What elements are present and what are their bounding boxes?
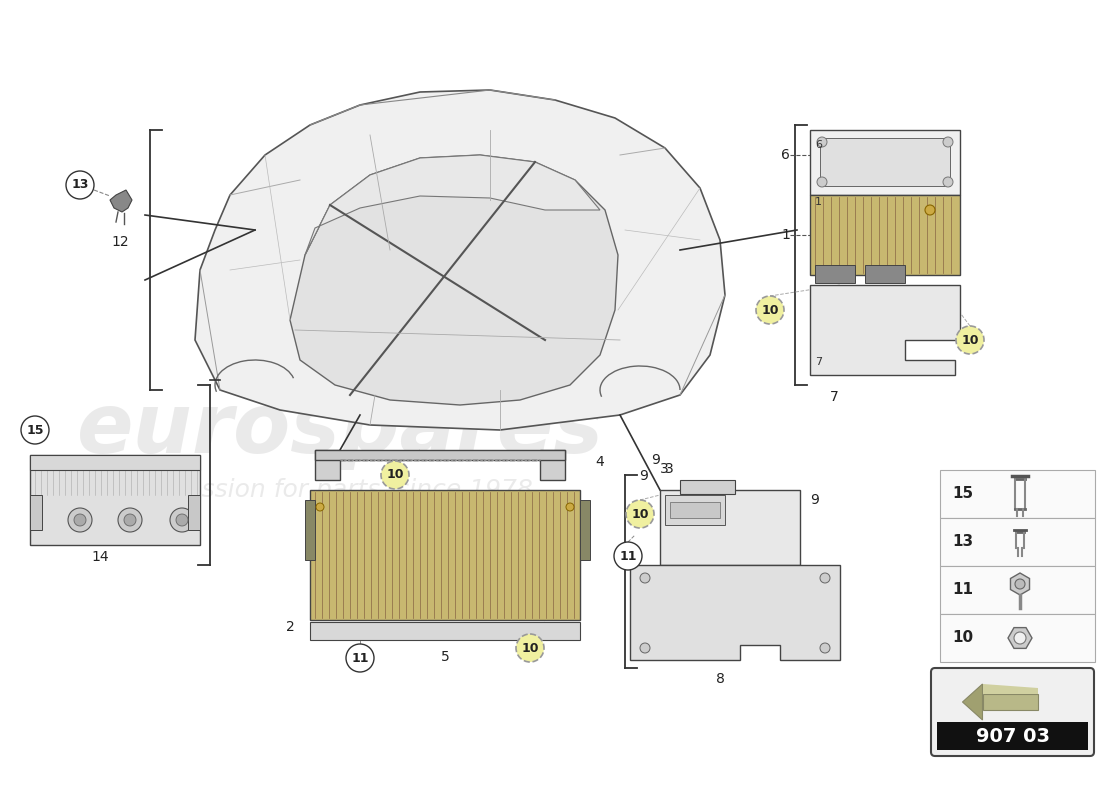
- Circle shape: [943, 177, 953, 187]
- Text: 9: 9: [651, 453, 660, 467]
- Bar: [940, 566, 1094, 614]
- Polygon shape: [1008, 628, 1032, 648]
- Circle shape: [626, 500, 654, 528]
- Polygon shape: [982, 694, 1037, 710]
- Text: 15: 15: [26, 423, 44, 437]
- Text: 11: 11: [351, 651, 369, 665]
- Circle shape: [346, 644, 374, 672]
- Text: 10: 10: [761, 303, 779, 317]
- Bar: [940, 470, 1094, 518]
- Circle shape: [817, 137, 827, 147]
- Polygon shape: [1011, 573, 1030, 595]
- Text: 13: 13: [72, 178, 89, 191]
- Bar: [666, 495, 725, 525]
- Polygon shape: [315, 450, 565, 460]
- Text: 6: 6: [815, 140, 822, 150]
- Bar: [310, 622, 580, 640]
- Bar: [660, 490, 800, 565]
- Text: 9: 9: [639, 469, 648, 483]
- Text: a passion for parts, since 1978: a passion for parts, since 1978: [147, 478, 532, 502]
- Circle shape: [118, 508, 142, 532]
- Text: 10: 10: [386, 469, 404, 482]
- Polygon shape: [540, 450, 565, 480]
- Circle shape: [74, 514, 86, 526]
- FancyBboxPatch shape: [931, 668, 1094, 756]
- Text: 9: 9: [810, 493, 818, 507]
- Circle shape: [925, 205, 935, 215]
- Text: 14: 14: [91, 550, 109, 564]
- Bar: [580, 500, 590, 560]
- Circle shape: [124, 514, 136, 526]
- Text: 3: 3: [666, 462, 673, 476]
- Polygon shape: [195, 90, 725, 430]
- Text: 15: 15: [952, 486, 974, 502]
- Circle shape: [566, 503, 574, 511]
- Bar: [865, 265, 905, 283]
- Text: 10: 10: [521, 642, 539, 654]
- Circle shape: [820, 643, 830, 653]
- Text: 10: 10: [952, 630, 974, 646]
- Circle shape: [1015, 579, 1025, 589]
- Text: 10: 10: [631, 507, 649, 521]
- Text: 2: 2: [286, 620, 295, 634]
- Bar: [670, 502, 720, 518]
- Bar: [810, 130, 960, 195]
- Circle shape: [614, 542, 642, 570]
- Text: 3: 3: [660, 462, 669, 476]
- Bar: [815, 265, 855, 283]
- Bar: [305, 500, 315, 560]
- Text: 1: 1: [781, 228, 790, 242]
- Text: 5: 5: [441, 650, 450, 664]
- Circle shape: [516, 634, 544, 662]
- Circle shape: [820, 573, 830, 583]
- Polygon shape: [110, 190, 132, 212]
- Circle shape: [66, 171, 94, 199]
- Bar: [30, 455, 200, 470]
- Circle shape: [956, 326, 984, 354]
- Bar: [937, 722, 1088, 750]
- Circle shape: [170, 508, 194, 532]
- Text: 10: 10: [961, 334, 979, 346]
- Polygon shape: [982, 684, 1037, 694]
- Bar: [940, 518, 1094, 566]
- Text: 12: 12: [111, 235, 129, 249]
- Polygon shape: [290, 155, 618, 405]
- Text: 11: 11: [619, 550, 637, 562]
- Polygon shape: [630, 565, 840, 660]
- Circle shape: [640, 573, 650, 583]
- Bar: [680, 480, 735, 494]
- Text: 8: 8: [716, 672, 725, 686]
- Text: 7: 7: [830, 390, 838, 404]
- Text: 13: 13: [952, 534, 974, 550]
- Circle shape: [316, 503, 324, 511]
- Bar: [810, 195, 960, 275]
- Polygon shape: [315, 450, 340, 480]
- Circle shape: [640, 643, 650, 653]
- Circle shape: [381, 461, 409, 489]
- Polygon shape: [962, 684, 982, 720]
- Polygon shape: [305, 155, 600, 255]
- Polygon shape: [810, 285, 960, 375]
- Circle shape: [817, 177, 827, 187]
- Circle shape: [1014, 632, 1026, 644]
- Bar: [940, 614, 1094, 662]
- Text: 907 03: 907 03: [976, 726, 1049, 746]
- Circle shape: [943, 137, 953, 147]
- Circle shape: [21, 416, 50, 444]
- Text: 7: 7: [815, 357, 822, 367]
- Circle shape: [756, 296, 784, 324]
- Text: eurospares: eurospares: [77, 390, 604, 470]
- Text: 4: 4: [595, 455, 604, 469]
- Circle shape: [176, 514, 188, 526]
- Bar: [188, 495, 200, 530]
- Bar: [820, 138, 950, 186]
- Circle shape: [68, 508, 92, 532]
- Bar: [30, 455, 200, 545]
- Text: 6: 6: [781, 148, 790, 162]
- Text: 11: 11: [952, 582, 974, 598]
- Text: 1: 1: [815, 197, 822, 207]
- Bar: [310, 490, 580, 620]
- Bar: [30, 495, 42, 530]
